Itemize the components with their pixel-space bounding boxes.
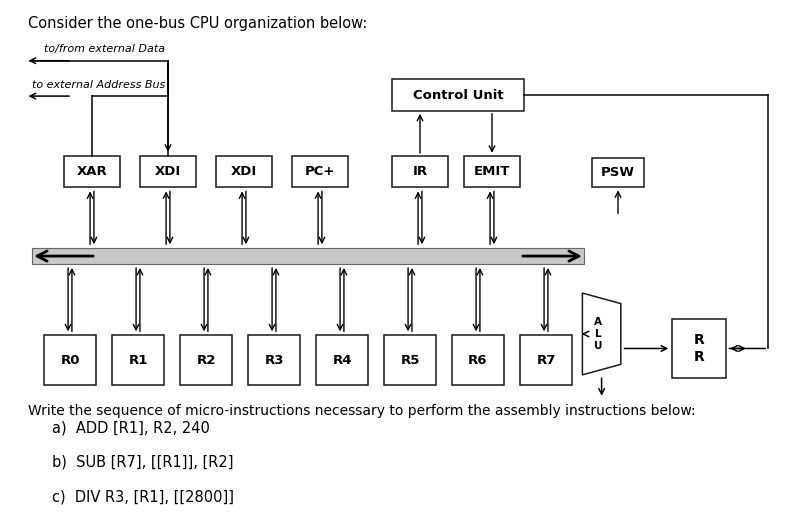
Text: XAR: XAR <box>77 165 107 178</box>
Text: A
L
U: A L U <box>594 317 602 351</box>
FancyBboxPatch shape <box>44 335 96 385</box>
FancyBboxPatch shape <box>64 156 120 187</box>
Text: b)  SUB [R7], [[R1]], [R2]: b) SUB [R7], [[R1]], [R2] <box>52 455 234 470</box>
Text: EMIT: EMIT <box>474 165 510 178</box>
Text: R
R: R R <box>694 333 705 364</box>
FancyBboxPatch shape <box>392 156 448 187</box>
Text: R0: R0 <box>60 354 80 367</box>
FancyBboxPatch shape <box>316 335 368 385</box>
FancyBboxPatch shape <box>392 79 524 111</box>
Text: R7: R7 <box>536 354 556 367</box>
Text: R1: R1 <box>128 354 148 367</box>
Text: PC+: PC+ <box>305 165 335 178</box>
Text: c)  DIV R3, [R1], [[2800]]: c) DIV R3, [R1], [[2800]] <box>52 489 234 504</box>
FancyBboxPatch shape <box>140 156 196 187</box>
Text: Write the sequence of micro-instructions necessary to perform the assembly instr: Write the sequence of micro-instructions… <box>28 404 696 418</box>
Text: Control Unit: Control Unit <box>413 89 503 101</box>
Text: PSW: PSW <box>601 166 635 180</box>
Text: IR: IR <box>413 165 427 178</box>
FancyBboxPatch shape <box>592 158 644 187</box>
FancyBboxPatch shape <box>216 156 272 187</box>
Text: to/from external Data: to/from external Data <box>44 44 165 54</box>
FancyBboxPatch shape <box>384 335 436 385</box>
Text: XDI: XDI <box>231 165 257 178</box>
Text: R2: R2 <box>196 354 216 367</box>
FancyBboxPatch shape <box>292 156 348 187</box>
Text: to external Address Bus: to external Address Bus <box>32 80 166 90</box>
Text: XDI: XDI <box>155 165 181 178</box>
FancyBboxPatch shape <box>464 156 520 187</box>
FancyBboxPatch shape <box>672 319 726 378</box>
FancyBboxPatch shape <box>112 335 164 385</box>
FancyBboxPatch shape <box>180 335 232 385</box>
Text: R6: R6 <box>468 354 488 367</box>
Text: R5: R5 <box>400 354 420 367</box>
FancyBboxPatch shape <box>452 335 504 385</box>
FancyBboxPatch shape <box>248 335 300 385</box>
Polygon shape <box>582 293 621 375</box>
Text: Consider the one-bus CPU organization below:: Consider the one-bus CPU organization be… <box>28 16 367 31</box>
FancyBboxPatch shape <box>520 335 572 385</box>
Text: R3: R3 <box>264 354 284 367</box>
Text: R4: R4 <box>332 354 352 367</box>
Text: a)  ADD [R1], R2, 240: a) ADD [R1], R2, 240 <box>52 421 210 436</box>
FancyBboxPatch shape <box>32 248 584 264</box>
